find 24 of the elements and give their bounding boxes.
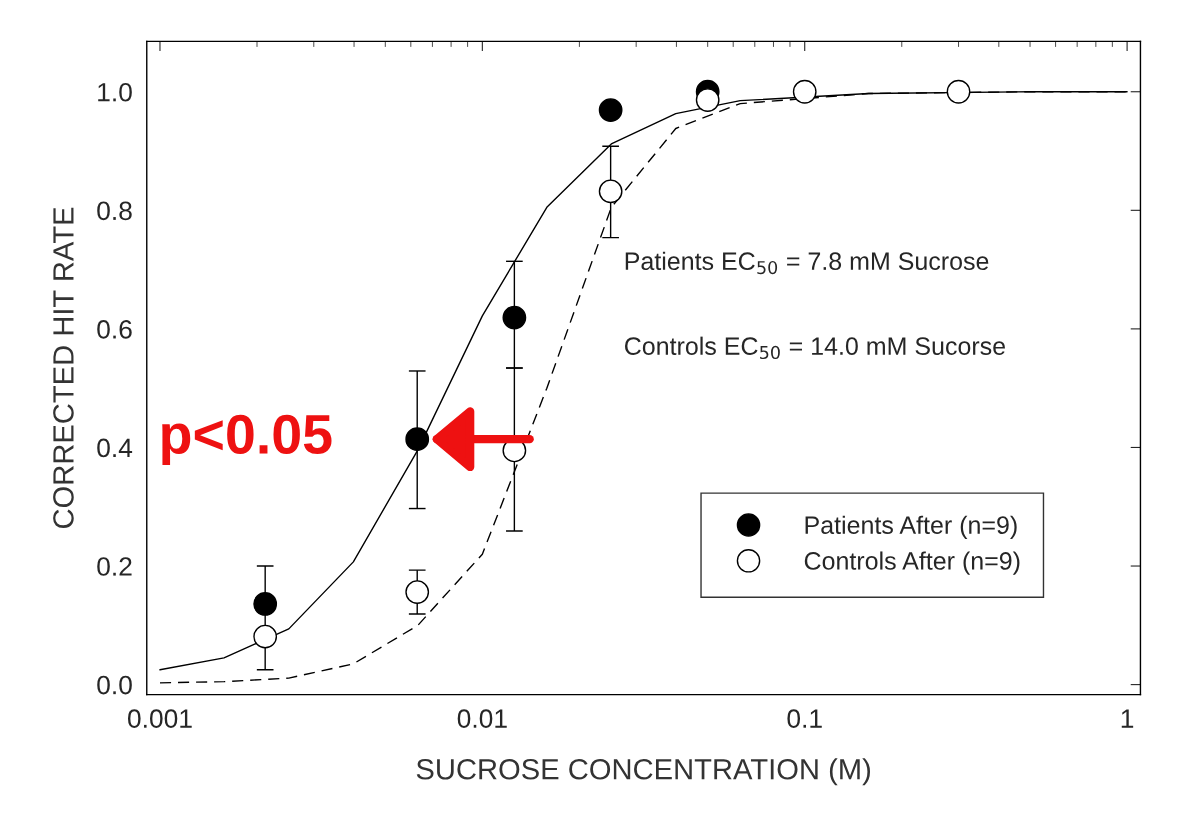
point xyxy=(405,427,430,452)
point xyxy=(598,179,623,204)
point xyxy=(792,79,817,104)
y-tick-label: 0.0 xyxy=(97,675,132,695)
point xyxy=(405,580,430,605)
x-tick-label: 0.01 xyxy=(457,709,507,728)
y-tick-label: 0.2 xyxy=(97,557,132,576)
x-tick-label: 0.001 xyxy=(127,709,192,728)
point xyxy=(695,88,720,112)
y-tick-label: 0.8 xyxy=(97,201,132,221)
legend-label: Controls After (n=9) xyxy=(804,551,1020,575)
point xyxy=(598,98,623,123)
x-tick-label: 1 xyxy=(1121,709,1134,728)
y-axis-title: CORRECTED HIT RATE xyxy=(53,207,74,529)
y-tick-label: 0.6 xyxy=(97,320,132,339)
annotation: p<0.05 xyxy=(162,414,332,466)
point xyxy=(502,305,527,330)
legend-label: Patients After (n=9) xyxy=(805,515,1017,539)
x-axis-title: SUCROSE CONCENTRATION (M) xyxy=(416,758,870,786)
x-tick-label: 0.1 xyxy=(787,709,822,728)
annotation: Patients EC$_{50}$ = 7.8 mM Sucrose xyxy=(625,251,989,275)
y-tick-label: 1.0 xyxy=(98,82,132,102)
y-tick-label: 0.4 xyxy=(97,438,133,458)
annotation: Controls EC$_{50}$ = 14.0 mM Sucorse xyxy=(625,336,1005,360)
